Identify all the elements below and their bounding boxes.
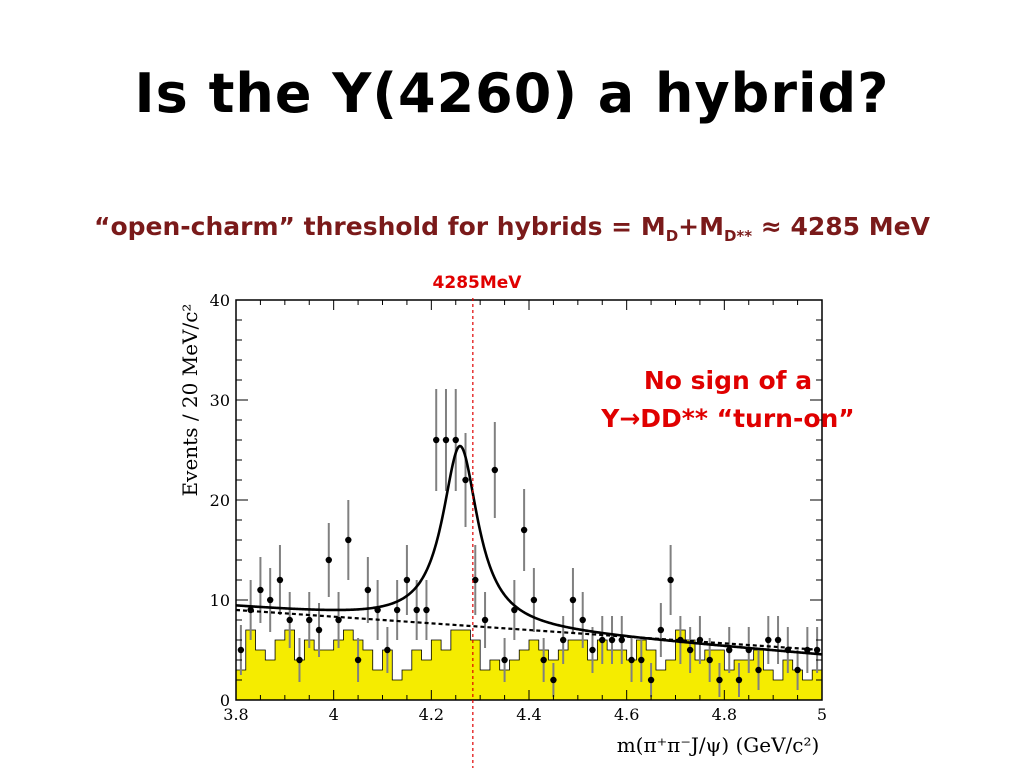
note-line-1: No sign of a bbox=[643, 366, 813, 395]
data-point bbox=[325, 556, 332, 564]
y-tick-label: 20 bbox=[210, 491, 230, 510]
data-point bbox=[716, 676, 723, 684]
data-point bbox=[686, 646, 694, 654]
data-point bbox=[452, 436, 459, 444]
data-point bbox=[472, 576, 479, 584]
data-point bbox=[413, 606, 420, 614]
data-point bbox=[247, 606, 254, 614]
data-point bbox=[706, 656, 713, 664]
data-point bbox=[618, 636, 625, 644]
note-line-2: Y→DD** “turn-on” bbox=[601, 404, 855, 433]
data-point bbox=[354, 656, 362, 664]
data-point bbox=[423, 606, 430, 614]
data-point bbox=[569, 596, 577, 604]
x-tick-label: 3.8 bbox=[223, 705, 248, 724]
subtitle-suffix: ≈ 4285 MeV bbox=[752, 212, 930, 241]
data-point bbox=[296, 656, 303, 664]
slide-subtitle: “open-charm” threshold for hybrids = MD+… bbox=[0, 212, 1024, 245]
data-point bbox=[266, 596, 274, 604]
data-point bbox=[481, 616, 489, 624]
data-point bbox=[540, 656, 547, 664]
data-point bbox=[647, 676, 655, 684]
data-point bbox=[491, 466, 499, 474]
data-point bbox=[559, 636, 567, 644]
x-tick-label: 4.2 bbox=[419, 705, 444, 724]
annotation-note: No sign of a Y→DD** “turn-on” bbox=[548, 362, 908, 438]
x-tick-label: 4 bbox=[329, 705, 339, 724]
data-point bbox=[667, 576, 674, 584]
threshold-label: 4285MeV bbox=[432, 273, 522, 293]
data-point bbox=[345, 536, 352, 544]
data-point bbox=[276, 576, 284, 584]
slide-title: Is the Y(4260) a hybrid? bbox=[134, 62, 890, 125]
data-points-layer bbox=[237, 436, 821, 684]
data-point bbox=[774, 636, 782, 644]
data-point bbox=[374, 606, 381, 614]
fit-curve-layer bbox=[235, 444, 823, 656]
data-point bbox=[608, 636, 616, 644]
data-point bbox=[677, 636, 684, 644]
data-point bbox=[765, 636, 772, 644]
data-point bbox=[755, 666, 762, 674]
data-point bbox=[315, 626, 323, 634]
data-point bbox=[384, 646, 391, 654]
data-point bbox=[393, 606, 401, 614]
data-point bbox=[403, 576, 411, 584]
y-tick-label: 30 bbox=[210, 391, 230, 410]
y-tick-label: 0 bbox=[220, 691, 230, 710]
data-point bbox=[364, 586, 372, 594]
x-tick-label: 5 bbox=[817, 705, 827, 724]
subtitle-subscript-dstarstar: D** bbox=[723, 227, 753, 245]
data-point bbox=[257, 586, 264, 594]
subtitle-subscript-d: D bbox=[665, 227, 679, 245]
data-point bbox=[638, 656, 645, 664]
data-point bbox=[726, 646, 733, 654]
y-tick-label: 10 bbox=[210, 591, 230, 610]
data-point bbox=[579, 616, 586, 624]
data-point bbox=[511, 606, 518, 614]
data-point bbox=[433, 436, 440, 444]
data-point bbox=[335, 616, 342, 624]
x-tick-label: 4.8 bbox=[712, 705, 737, 724]
subtitle-prefix: “open-charm” threshold for hybrids = M bbox=[94, 212, 666, 241]
data-point bbox=[804, 646, 811, 654]
data-point bbox=[735, 676, 743, 684]
tick-labels-layer: 3.8 4 4.2 4.4 4.6 4.8 5 0 10 20 30 40 bbox=[210, 291, 827, 724]
data-point bbox=[550, 676, 557, 684]
data-point bbox=[628, 656, 635, 664]
data-point bbox=[501, 656, 508, 664]
fit-curve bbox=[235, 444, 823, 656]
data-point bbox=[784, 646, 792, 654]
data-point bbox=[306, 616, 313, 624]
data-point bbox=[520, 526, 528, 534]
data-point bbox=[745, 646, 752, 654]
data-point bbox=[794, 666, 801, 674]
data-point bbox=[530, 596, 538, 604]
data-point bbox=[813, 646, 821, 654]
y-axis-label: Events / 20 MeV/c² bbox=[178, 304, 202, 497]
histogram-outline bbox=[236, 629, 822, 681]
data-point bbox=[657, 626, 665, 634]
x-axis-label: m(π⁺π⁻J/ψ) (GeV/c²) bbox=[617, 733, 820, 757]
data-point bbox=[462, 476, 469, 484]
ticks-layer bbox=[235, 299, 823, 701]
x-tick-label: 4.6 bbox=[614, 705, 639, 724]
data-point bbox=[237, 646, 245, 654]
data-point bbox=[442, 436, 450, 444]
sideband-histogram-layer bbox=[236, 629, 822, 700]
subtitle-mid: +M bbox=[678, 212, 724, 241]
data-point bbox=[599, 636, 606, 644]
y-tick-label: 40 bbox=[210, 291, 230, 310]
data-point bbox=[286, 616, 293, 624]
data-point bbox=[589, 646, 596, 654]
x-tick-label: 4.4 bbox=[516, 705, 541, 724]
data-point bbox=[696, 636, 704, 644]
